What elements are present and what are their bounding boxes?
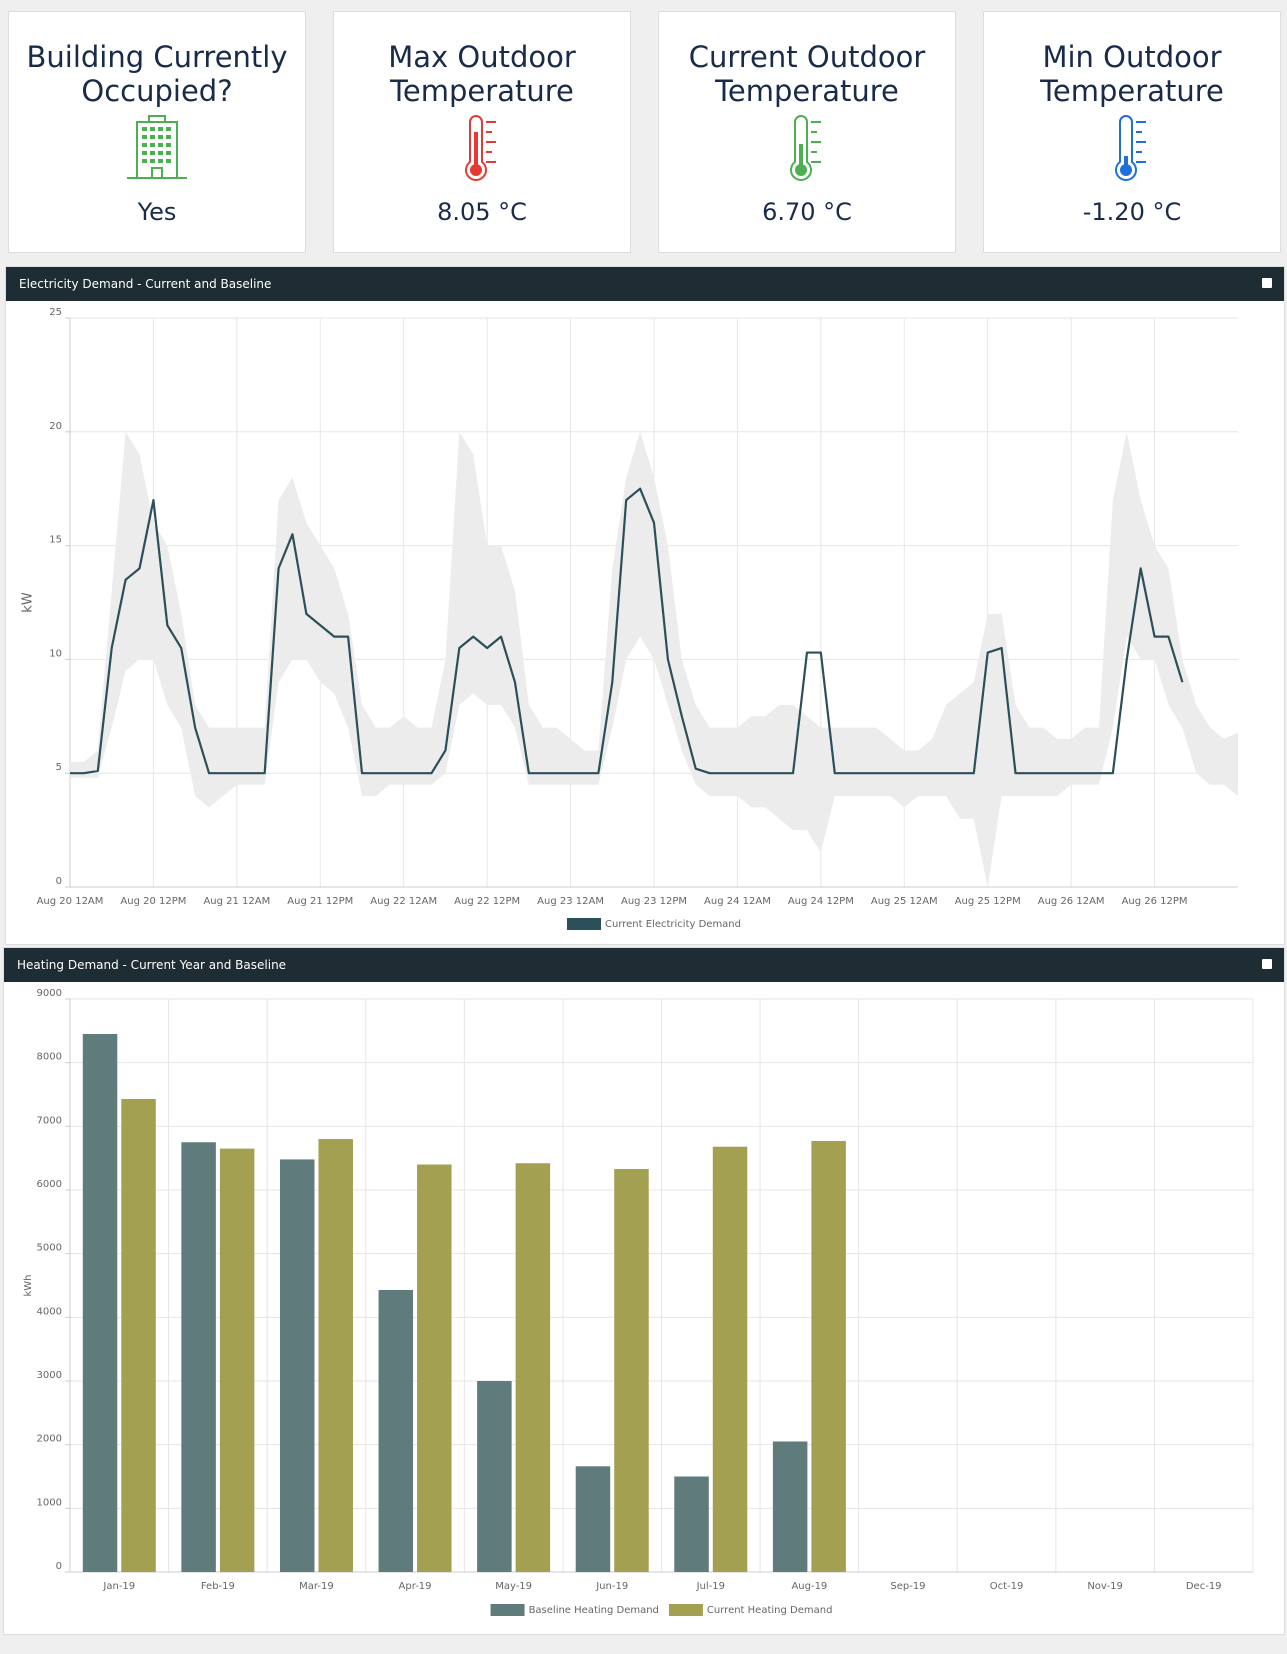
y-tick-label: 2000 [37,1434,62,1445]
x-tick-label: Aug 24 12AM [704,896,771,907]
y-axis-label: kWh [23,1274,34,1296]
legend: Baseline Heating Demand Current Heating D… [490,1604,833,1616]
card: Min Outdoor Temperature -1.20 °C [983,11,1281,253]
card-value: 6.70 °C [762,198,852,226]
legend: Current Electricity Demand [567,918,741,930]
card-row: Building Currently Occupied? Yes Max Out… [8,11,1281,253]
y-tick-label: 0 [56,1561,62,1572]
x-tick-label: May-19 [495,1581,532,1592]
bar [674,1476,709,1572]
x-tick-label: Aug-19 [791,1581,827,1592]
building-icon [127,115,187,179]
y-tick-label: 0 [56,876,62,887]
card-value: 8.05 °C [437,198,527,226]
close-button[interactable] [1262,278,1272,288]
y-tick-label: 7000 [37,1115,62,1126]
bar [82,1034,118,1572]
bar [811,1140,846,1572]
x-tick-label: Oct-19 [990,1581,1024,1592]
bar [279,1159,315,1572]
x-tick-label: Dec-19 [1186,1581,1222,1592]
x-tick-label: Aug 23 12PM [621,896,687,907]
x-tick-label: Apr-19 [399,1581,432,1592]
x-tick-label: Aug 21 12AM [203,896,270,907]
x-tick-label: Aug 26 12PM [1122,896,1188,907]
x-tick-label: Aug 25 12AM [871,896,938,907]
legend-swatch [668,1604,703,1616]
bar [575,1466,611,1572]
y-axis-label: kW [21,592,36,613]
legend-label: Baseline Heating Demand [529,1605,659,1616]
x-tick-label: Aug 24 12PM [788,896,854,907]
chart-panel: Electricity Demand - Current and Baselin… [5,266,1285,945]
bar [318,1139,353,1572]
panel-header: Electricity Demand - Current and Baselin… [6,267,1284,301]
card-title: Current Outdoor Temperature [688,40,926,108]
chart-panel: Heating Demand - Current Year and Baseli… [3,947,1285,1635]
card-title: Min Outdoor Temperature [1040,40,1224,108]
y-tick-label: 1000 [37,1497,62,1508]
y-tick-label: 10 [49,648,62,659]
x-tick-label: Aug 25 12PM [955,896,1021,907]
card: Max Outdoor Temperature 8.05 °C [333,11,631,253]
x-tick-label: Jul-19 [696,1581,725,1592]
chart: 0 5 10 15 20 25 kW Aug 20 12AM Aug 20 12PM Aug 21… [21,307,1238,930]
x-tick-label: Mar-19 [299,1581,334,1592]
y-tick-label: 20 [49,421,62,432]
bar [772,1441,808,1572]
legend-swatch [567,918,601,930]
card-value: -1.20 °C [1082,198,1182,226]
thermometer-icon [790,115,821,181]
y-tick-label: 6000 [37,1179,62,1190]
card-title: Building Currently Occupied? [26,40,288,108]
x-tick-label: Aug 20 12PM [120,896,186,907]
x-tick-label: Aug 23 12AM [537,896,604,907]
y-tick-label: 9000 [37,988,62,999]
bar [121,1098,156,1572]
bar [614,1168,649,1572]
chart-title: Heating Demand - Current Year and Baseli… [17,958,287,972]
y-tick-label: 8000 [37,1052,62,1063]
y-tick-label: 25 [49,307,62,318]
x-tick-label: Aug 21 12PM [287,896,353,907]
y-tick-label: 5 [56,762,62,773]
y-tick-label: 3000 [37,1370,62,1381]
x-tick-label: Aug 22 12AM [370,896,437,907]
chart-title: Electricity Demand - Current and Baselin… [19,277,272,291]
card: Building Currently Occupied? Yes [8,11,306,253]
y-tick-label: 4000 [37,1306,62,1317]
line [70,487,1184,775]
thermometer-icon [465,115,496,181]
card-value: Yes [137,198,177,226]
bar [181,1142,216,1572]
x-tick-label: Jun-19 [595,1581,628,1592]
x-tick-label: Aug 22 12PM [454,896,520,907]
chart: 0 1000 2000 3000 4000 5000 6000 7000 8000 9000 kWh… [23,988,1254,1616]
bar [219,1148,255,1572]
legend-label: Current Electricity Demand [605,919,741,930]
bar [417,1164,452,1572]
bar [378,1289,414,1572]
legend-label: Current Heating Demand [707,1605,833,1616]
bar [515,1163,551,1572]
x-tick-label: Aug 26 12AM [1038,896,1105,907]
x-tick-label: Sep-19 [890,1581,925,1592]
bar [477,1381,512,1572]
x-tick-label: Jan-19 [102,1581,135,1592]
card: Current Outdoor Temperature 6.70 °C [658,11,956,253]
y-tick-label: 5000 [37,1243,62,1254]
card-title: Max Outdoor Temperature [388,40,576,108]
panel-header: Heating Demand - Current Year and Baseli… [4,948,1284,982]
x-tick-label: Aug 20 12AM [37,896,104,907]
thermometer-icon [1115,115,1146,181]
close-button[interactable] [1262,959,1272,969]
x-tick-label: Nov-19 [1087,1581,1123,1592]
bar [712,1146,748,1572]
legend-swatch [490,1604,525,1616]
y-tick-label: 15 [49,535,62,546]
x-tick-label: Feb-19 [201,1581,235,1592]
